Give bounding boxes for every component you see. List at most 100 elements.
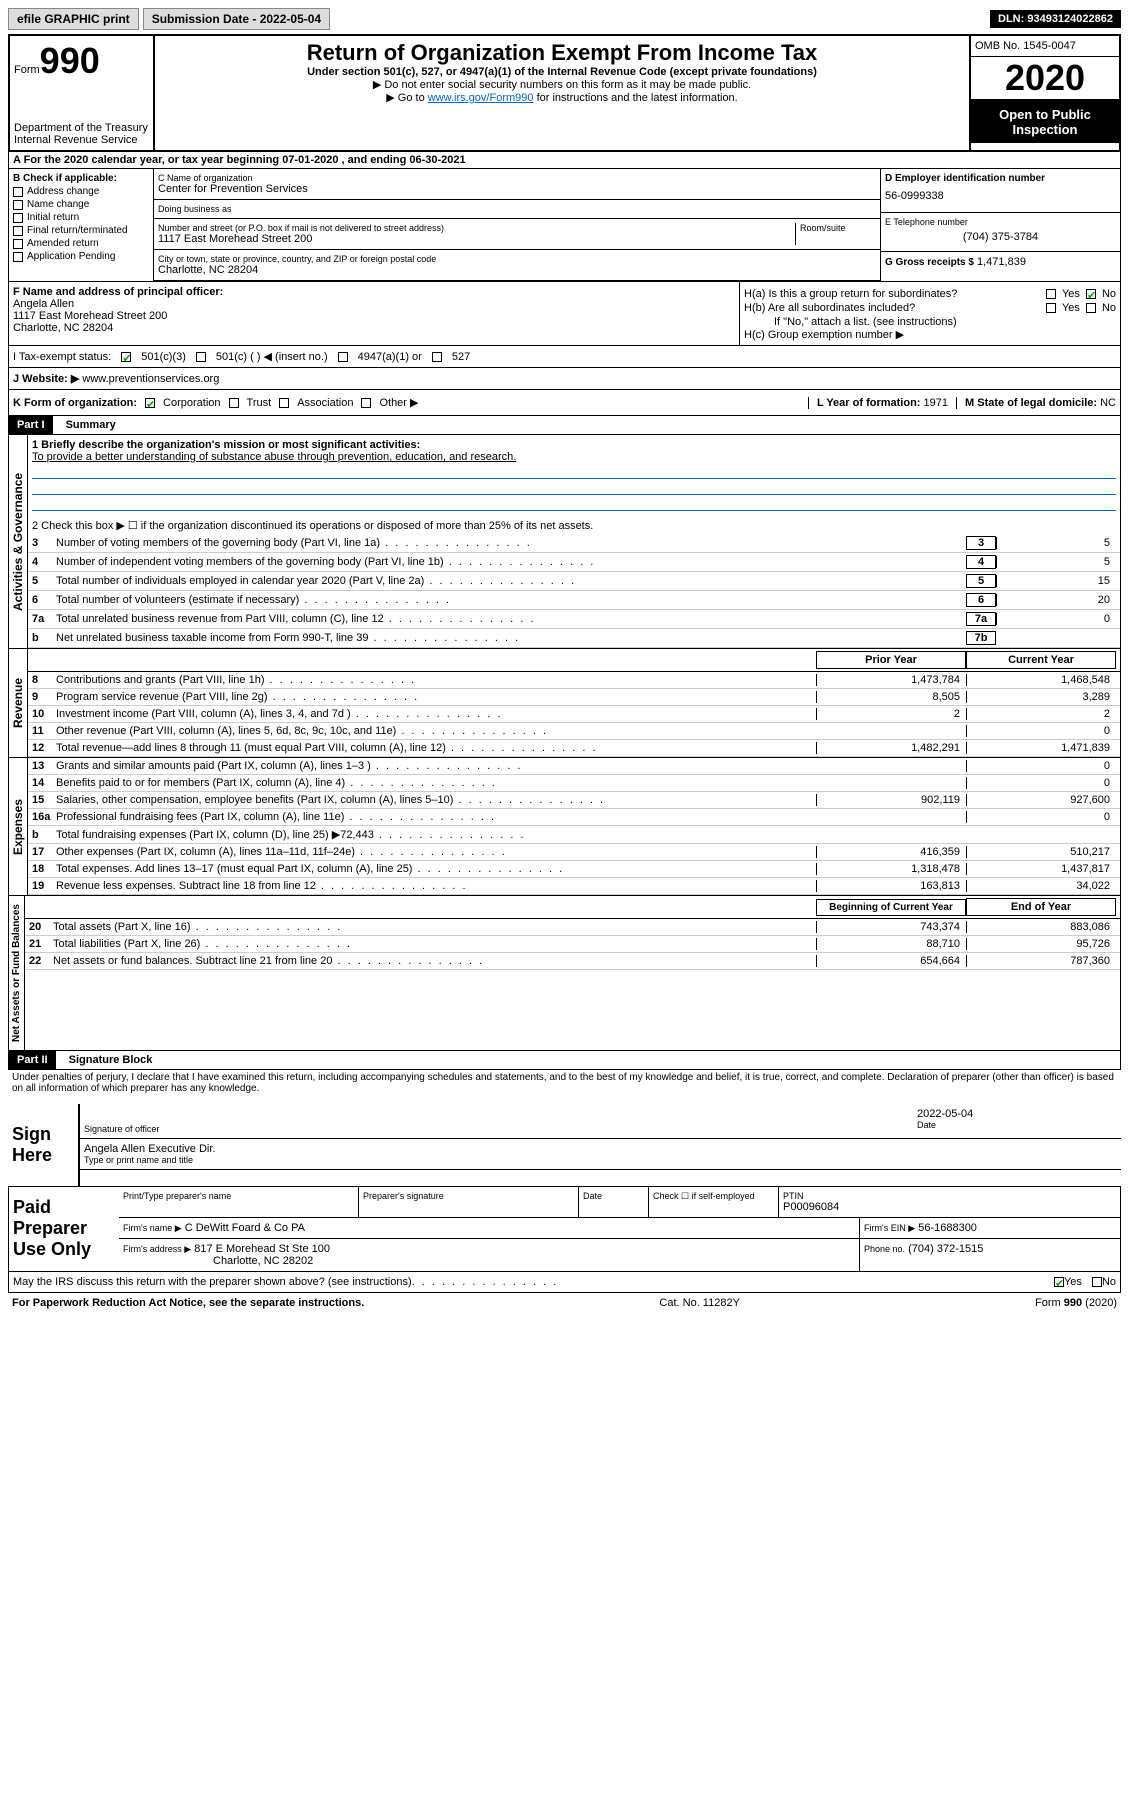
curr-val: 0 (966, 777, 1116, 789)
efile-button[interactable]: efile GRAPHIC print (8, 8, 139, 30)
line-num: 17 (32, 846, 56, 858)
line-num: 12 (32, 742, 56, 754)
line-num: 5 (32, 575, 56, 587)
num-box: 3 (966, 536, 996, 550)
line-text: Total assets (Part X, line 16) (53, 921, 816, 933)
hb-yes-checkbox[interactable] (1046, 303, 1056, 313)
ha-label: H(a) Is this a group return for subordin… (744, 288, 1040, 300)
dln-label: DLN: 93493124022862 (990, 10, 1121, 28)
tax-year: 2020 (971, 57, 1119, 101)
k-corp-checkbox[interactable] (145, 398, 155, 408)
status-4947-checkbox[interactable] (338, 352, 348, 362)
end-year-hdr: End of Year (966, 898, 1116, 916)
k-corp: Corporation (163, 397, 220, 409)
data-line: 8Contributions and grants (Part VIII, li… (28, 672, 1120, 689)
no-label-2: No (1102, 302, 1116, 314)
col-b-checkboxes: B Check if applicable: Address changeNam… (9, 169, 154, 281)
data-line: 14Benefits paid to or for members (Part … (28, 775, 1120, 792)
prior-val: 163,813 (816, 880, 966, 892)
row-a-tax-year: A For the 2020 calendar year, or tax yea… (8, 152, 1121, 169)
line-num: 10 (32, 708, 56, 720)
firm-ein-label: Firm's EIN ▶ (864, 1223, 915, 1233)
line-num: 11 (32, 725, 56, 737)
colb-label: Address change (27, 186, 99, 197)
ha-yes-checkbox[interactable] (1046, 289, 1056, 299)
num-box: 4 (966, 555, 996, 569)
data-line: 18Total expenses. Add lines 13–17 (must … (28, 861, 1120, 878)
ha-no-checkbox[interactable] (1086, 289, 1096, 299)
val-box: 20 (996, 594, 1116, 606)
curr-year-hdr: Current Year (966, 651, 1116, 669)
colb-item: Address change (13, 186, 149, 197)
website-url: www.preventionservices.org (82, 373, 219, 385)
curr-val: 1,437,817 (966, 863, 1116, 875)
data-line: 16aProfessional fundraising fees (Part I… (28, 809, 1120, 826)
data-line: 10Investment income (Part VIII, column (… (28, 706, 1120, 723)
k-org-row: K Form of organization: Corporation Trus… (8, 390, 1121, 416)
line-num: 3 (32, 537, 56, 549)
firm-name: C DeWitt Foard & Co PA (185, 1222, 305, 1234)
curr-val: 787,360 (966, 955, 1116, 967)
k-trust-checkbox[interactable] (229, 398, 239, 408)
city-value: Charlotte, NC 28204 (158, 264, 876, 276)
colb-item: Name change (13, 199, 149, 210)
colb-checkbox[interactable] (13, 252, 23, 262)
col-d-e-g: D Employer identification number 56-0999… (880, 169, 1120, 281)
colb-label: Final return/terminated (27, 225, 128, 236)
l-val: 1971 (924, 397, 948, 409)
gross-value: 1,471,839 (977, 256, 1026, 268)
num-box: 5 (966, 574, 996, 588)
k-assoc-checkbox[interactable] (279, 398, 289, 408)
opt-4947: 4947(a)(1) or (358, 351, 422, 363)
k-label: K Form of organization: (13, 397, 137, 409)
yes-label-2: Yes (1062, 302, 1080, 314)
discuss-no-checkbox[interactable] (1092, 1277, 1102, 1287)
prior-val: 743,374 (816, 921, 966, 933)
colb-item: Final return/terminated (13, 225, 149, 236)
officer-addr1: 1117 East Morehead Street 200 (13, 310, 735, 322)
part2-badge: Part II (9, 1051, 56, 1069)
gov-line: bNet unrelated business taxable income f… (28, 629, 1120, 648)
form-title: Return of Organization Exempt From Incom… (159, 40, 965, 66)
sign-date: 2022-05-04 (917, 1108, 1117, 1120)
discuss-yes-checkbox[interactable] (1054, 1277, 1064, 1287)
line-num: 22 (29, 955, 53, 967)
colb-label: Name change (27, 199, 89, 210)
colb-checkbox[interactable] (13, 239, 23, 249)
data-line: 22Net assets or fund balances. Subtract … (25, 953, 1120, 970)
part1-header-row: Part I Summary (8, 416, 1121, 435)
colb-label: Application Pending (27, 251, 115, 262)
part1-title: Summary (56, 419, 116, 431)
line2: 2 Check this box ▶ ☐ if the organization… (28, 517, 1120, 534)
officer-addr2: Charlotte, NC 28204 (13, 322, 735, 334)
form-number: 990 (40, 40, 100, 81)
irs-link[interactable]: www.irs.gov/Form990 (428, 92, 534, 104)
data-line: 17Other expenses (Part IX, column (A), l… (28, 844, 1120, 861)
status-527-checkbox[interactable] (432, 352, 442, 362)
line-num: 18 (32, 863, 56, 875)
dept-label: Department of the Treasury Internal Reve… (14, 122, 149, 146)
line-num: 4 (32, 556, 56, 568)
hb-no-checkbox[interactable] (1086, 303, 1096, 313)
colb-checkbox[interactable] (13, 200, 23, 210)
sig-officer-label: Signature of officer (84, 1124, 917, 1134)
yes-label: Yes (1062, 288, 1080, 300)
status-501c3-checkbox[interactable] (121, 352, 131, 362)
gross-label: G Gross receipts $ (885, 257, 974, 268)
colb-item: Amended return (13, 238, 149, 249)
colb-checkbox[interactable] (13, 226, 23, 236)
colb-label: Amended return (27, 238, 99, 249)
date-label: Date (917, 1120, 1117, 1130)
firm-addr: 817 E Morehead St Ste 100 (194, 1243, 330, 1255)
status-501c-checkbox[interactable] (196, 352, 206, 362)
colb-checkbox[interactable] (13, 213, 23, 223)
phone-label: E Telephone number (885, 217, 1116, 227)
street-value: 1117 East Morehead Street 200 (158, 233, 795, 245)
part2-header: Part II Signature Block (8, 1051, 1121, 1070)
form-prefix: Form (14, 64, 40, 76)
val-box: 5 (996, 537, 1116, 549)
curr-val: 927,600 (966, 794, 1116, 806)
colb-checkbox[interactable] (13, 187, 23, 197)
k-other-checkbox[interactable] (361, 398, 371, 408)
line1-label: 1 Briefly describe the organization's mi… (32, 439, 1116, 451)
